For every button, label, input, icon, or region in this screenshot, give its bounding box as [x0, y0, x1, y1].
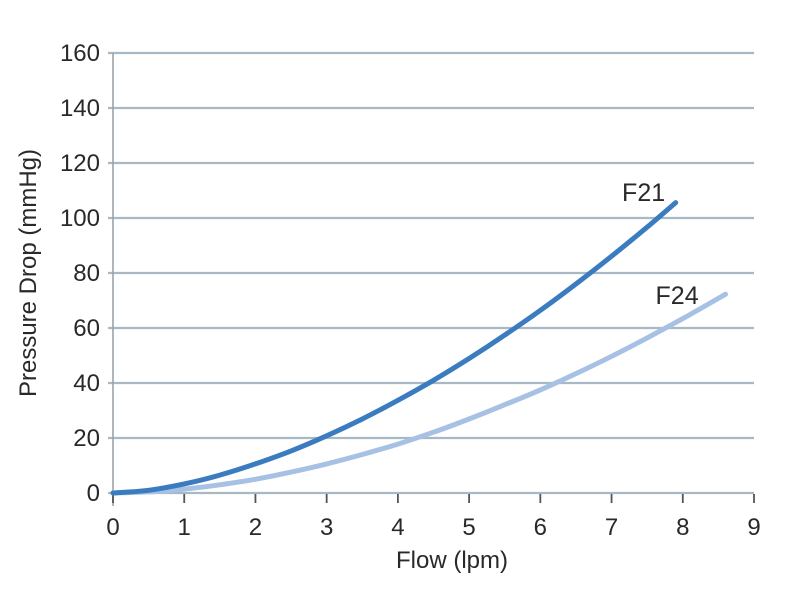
x-tick-label-1: 1: [178, 514, 191, 541]
y-tick-label-20: 20: [73, 425, 100, 452]
y-tick-label-120: 120: [60, 150, 100, 177]
y-tick-label-160: 160: [60, 40, 100, 67]
y-tick-label-0: 0: [87, 480, 100, 507]
y-tick-label-40: 40: [73, 370, 100, 397]
series-labels: F21 F24: [622, 179, 699, 310]
tick-marks: [112, 494, 755, 503]
y-tick-label-140: 140: [60, 95, 100, 122]
x-tick-label-2: 2: [249, 514, 262, 541]
series-label-F21: F21: [622, 179, 665, 207]
x-tick-label-9: 9: [747, 514, 760, 541]
y-axis-title: Pressure Drop (mmHg): [15, 149, 42, 397]
x-tick-label-4: 4: [391, 514, 404, 541]
x-tick-label-0: 0: [106, 514, 119, 541]
x-tick-label-8: 8: [676, 514, 689, 541]
x-tick-label-6: 6: [534, 514, 547, 541]
curves: [110, 200, 728, 496]
x-tick-label-3: 3: [320, 514, 333, 541]
y-tick-label-60: 60: [73, 315, 100, 342]
gridlines: [108, 51, 754, 495]
y-tick-label-100: 100: [60, 205, 100, 232]
y-tick-label-80: 80: [73, 260, 100, 287]
x-tick-label-5: 5: [462, 514, 475, 541]
series-label-F24: F24: [656, 282, 699, 310]
curve-F24: [110, 291, 728, 496]
tick-labels: 0 20 40 60 80 100 120 140 160 0 1 2 3 4 5 6 7 8 9: [60, 40, 761, 541]
x-axis-title: Flow (lpm): [396, 547, 508, 574]
x-tick-label-7: 7: [605, 514, 618, 541]
curve-F21: [110, 200, 679, 496]
